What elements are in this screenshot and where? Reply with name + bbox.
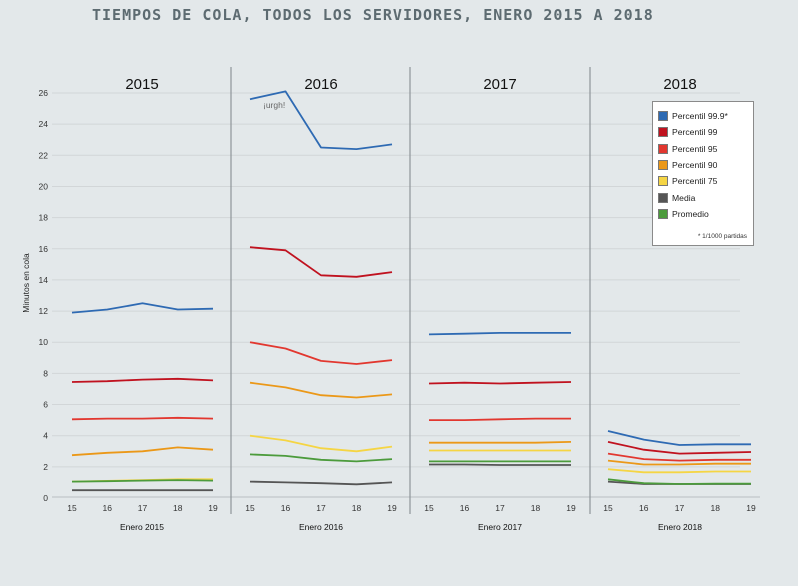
series-line-percentil-90 xyxy=(429,441,572,444)
panel-header-2017: 2017 xyxy=(483,76,516,93)
y-tick-label: 2 xyxy=(43,462,48,472)
legend-label: Percentil 99.9* xyxy=(672,111,728,122)
series-line-percentil-75 xyxy=(249,434,393,453)
x-tick-label: 16 xyxy=(460,503,470,513)
y-tick-label: 0 xyxy=(43,493,48,503)
x-tick-label: 17 xyxy=(138,503,148,513)
x-tick-label: 17 xyxy=(675,503,685,513)
series-line-percentil-95 xyxy=(429,417,571,422)
series-line-media xyxy=(249,480,393,486)
legend-swatch xyxy=(658,111,668,122)
legend-swatch xyxy=(658,192,668,203)
x-tick-label: 18 xyxy=(173,503,183,513)
x-tick-label: 16 xyxy=(281,503,291,513)
series-line-percentil-99 xyxy=(428,381,572,385)
x-tick-label: 16 xyxy=(103,503,113,513)
legend-label: Percentil 75 xyxy=(672,176,718,187)
legend-label: Percentil 95 xyxy=(672,143,718,154)
legend-footnote: * 1/1000 partidas xyxy=(697,233,747,240)
legend-swatch xyxy=(658,143,668,154)
series-line-percentil-90 xyxy=(71,446,214,457)
x-tick-label: 19 xyxy=(566,503,576,513)
x-tick-label: 19 xyxy=(387,503,397,513)
x-tick-label: 15 xyxy=(603,503,613,513)
legend-label: Percentil 90 xyxy=(672,160,718,171)
x-tick-label: 18 xyxy=(711,503,721,513)
x-tick-label: 18 xyxy=(352,503,362,513)
legend-item: Promedio xyxy=(658,206,749,222)
legend-swatch xyxy=(658,127,668,138)
panel-x-label: Enero 2016 xyxy=(299,522,343,532)
legend-item: Percentil 99.9* xyxy=(658,108,749,124)
y-axis-label: Minutos en cola xyxy=(21,253,31,313)
annotation-text: ¡urgh! xyxy=(263,100,285,110)
x-tick-label: 17 xyxy=(495,503,505,513)
y-tick-label: 22 xyxy=(39,150,49,160)
series-line-percentil-99 xyxy=(607,441,752,455)
series-line-percentil-99-9 xyxy=(71,302,214,314)
legend-item: Percentil 95 xyxy=(658,141,749,157)
x-tick-label: 19 xyxy=(746,503,756,513)
legend-swatch xyxy=(658,176,668,187)
series-line-percentil-95 xyxy=(249,341,393,365)
series-line-percentil-99-9 xyxy=(249,90,393,151)
series-line-percentil-95 xyxy=(607,452,751,462)
series-line-promedio xyxy=(71,479,214,483)
x-tick-label: 15 xyxy=(424,503,434,513)
y-tick-label: 16 xyxy=(39,244,49,254)
legend-label: Promedio xyxy=(672,208,709,219)
y-tick-label: 24 xyxy=(39,119,49,129)
x-tick-label: 17 xyxy=(316,503,326,513)
y-tick-label: 14 xyxy=(39,275,49,285)
chart-legend: Percentil 99.9* Percentil 99 Percentil 95 P… xyxy=(652,101,754,246)
series-line-percentil-90 xyxy=(607,459,751,466)
series-line-percentil-95 xyxy=(71,416,214,421)
y-tick-label: 4 xyxy=(43,431,48,441)
x-tick-label: 15 xyxy=(245,503,255,513)
series-line-promedio xyxy=(607,478,751,485)
y-tick-label: 18 xyxy=(39,213,49,223)
series-line-percentil-75 xyxy=(607,468,751,474)
series-line-promedio xyxy=(249,453,393,463)
panel-x-label: Enero 2017 xyxy=(478,522,522,532)
panel-x-label: Enero 2015 xyxy=(120,522,164,532)
x-tick-label: 16 xyxy=(639,503,649,513)
legend-label: Percentil 99 xyxy=(672,127,718,138)
y-tick-label: 8 xyxy=(43,368,48,378)
legend-label: Media xyxy=(672,192,696,203)
legend-item: Percentil 90 xyxy=(658,157,749,173)
x-tick-label: 18 xyxy=(531,503,541,513)
panel-header-2018: 2018 xyxy=(663,76,696,93)
y-tick-label: 26 xyxy=(39,88,49,98)
series-line-percentil-99-9 xyxy=(607,430,751,446)
legend-swatch xyxy=(658,208,668,219)
chart-title: TIEMPOS DE COLA, TODOS LOS SERVIDORES, E… xyxy=(92,6,654,24)
y-tick-label: 12 xyxy=(39,306,49,316)
series-line-percentil-90 xyxy=(249,381,393,399)
legend-swatch xyxy=(658,160,668,171)
x-tick-label: 19 xyxy=(208,503,218,513)
panel-header-2016: 2016 xyxy=(304,76,337,93)
legend-item: Percentil 75 xyxy=(658,173,749,189)
legend-item: Media xyxy=(658,189,749,205)
y-tick-label: 10 xyxy=(39,337,49,347)
series-line-percentil-99 xyxy=(249,246,393,278)
x-tick-label: 15 xyxy=(67,503,77,513)
y-tick-label: 20 xyxy=(39,181,49,191)
series-line-media xyxy=(429,463,571,466)
series-line-percentil-99 xyxy=(71,377,214,383)
y-tick-label: 6 xyxy=(43,400,48,410)
panel-header-2015: 2015 xyxy=(125,76,158,93)
panel-x-label: Enero 2018 xyxy=(658,522,702,532)
legend-item: Percentil 99 xyxy=(658,124,749,140)
series-line-percentil-99-9 xyxy=(428,331,571,336)
